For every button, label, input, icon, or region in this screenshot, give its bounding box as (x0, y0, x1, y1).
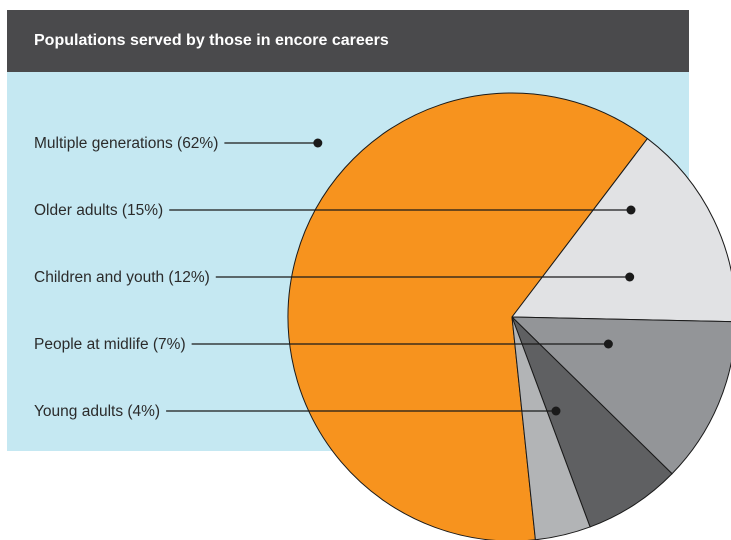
slice-label: Children and youth (12%) (34, 269, 210, 286)
pie-slice (511, 316, 731, 475)
leader-dot (551, 406, 561, 416)
chart-title: Populations served by those in encore ca… (34, 32, 389, 49)
pie-slice (511, 138, 731, 323)
pie-slices (287, 92, 731, 540)
leader-dot (626, 205, 636, 215)
leader-dot (313, 138, 323, 148)
slice-label: People at midlife (7%) (34, 336, 186, 353)
chart-header: Populations served by those in encore ca… (7, 10, 689, 72)
leader-lines (166, 138, 636, 416)
pie-slice (287, 92, 648, 540)
leader-dot (603, 339, 613, 349)
slice-label: Young adults (4%) (34, 403, 160, 420)
leader-dot (625, 272, 635, 282)
slice-labels: Multiple generations (62%) Older adults (… (34, 135, 218, 420)
slice-label: Older adults (15%) (34, 202, 163, 219)
slice-label: Multiple generations (62%) (34, 135, 218, 152)
